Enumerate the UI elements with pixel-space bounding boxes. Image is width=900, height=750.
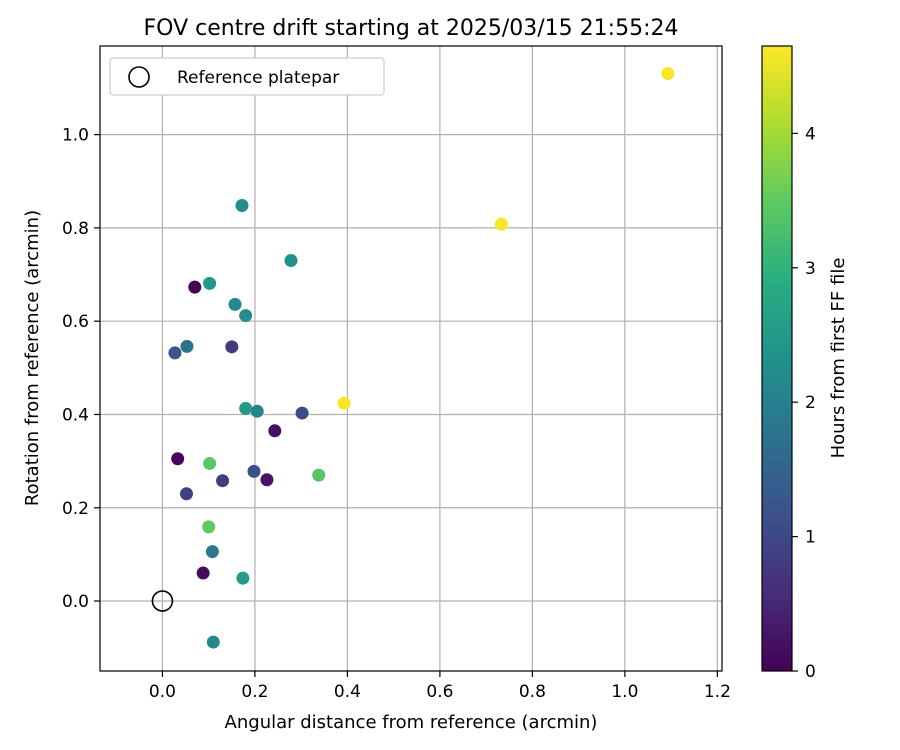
x-gridlines [161, 46, 718, 671]
colorbar-tick-label: 2 [805, 393, 816, 413]
data-point [196, 566, 210, 580]
data-point [202, 520, 216, 534]
plot-frame [99, 45, 723, 672]
colorbar-label: Hours from first FF file [828, 258, 849, 459]
legend: Reference platepar [109, 57, 385, 96]
colorbar-tick-label: 4 [805, 124, 816, 144]
data-point [205, 545, 219, 559]
x-tick-label: 1.2 [704, 682, 731, 702]
x-tick-label: 1.0 [611, 682, 638, 702]
data-point [180, 339, 194, 353]
y-tick-label: 0.0 [62, 592, 89, 612]
data-point [239, 309, 253, 323]
colorbar: 0 1 2 3 4 Hours from first FF file [761, 45, 849, 682]
colorbar-ticks: 0 1 2 3 4 [792, 124, 816, 682]
colorbar-tick-label: 3 [805, 259, 816, 279]
data-point [337, 396, 351, 410]
data-point [206, 635, 220, 649]
data-point [260, 473, 274, 487]
data-point [225, 340, 239, 354]
y-axis-ticks: 0.0 0.2 0.4 0.6 0.8 1.0 [62, 126, 100, 612]
data-point [203, 276, 217, 290]
data-point [179, 487, 193, 501]
data-point [312, 468, 326, 482]
x-axis-ticks: 0.0 0.2 0.4 0.6 0.8 1.0 1.2 [149, 671, 731, 702]
x-tick-label: 0.0 [149, 682, 176, 702]
data-point [171, 452, 185, 466]
data-point [284, 254, 298, 268]
x-axis-label: Angular distance from reference (arcmin) [225, 712, 598, 733]
legend-marker-icon [128, 66, 150, 88]
data-point [239, 401, 253, 415]
data-point [216, 474, 230, 488]
y-tick-label: 0.8 [62, 219, 89, 239]
data-point [188, 280, 202, 294]
data-point [235, 199, 249, 213]
legend-box [109, 57, 385, 96]
data-point [494, 217, 508, 231]
data-point [168, 346, 182, 360]
y-tick-label: 1.0 [62, 126, 89, 146]
colorbar-gradient [761, 45, 793, 672]
x-tick-label: 0.4 [334, 682, 361, 702]
y-gridlines [100, 134, 722, 602]
y-tick-label: 0.2 [62, 499, 89, 519]
x-tick-label: 0.8 [519, 682, 546, 702]
x-tick-label: 0.6 [426, 682, 453, 702]
chart-title: FOV centre drift starting at 2025/03/15 … [144, 16, 679, 41]
plot-area [99, 45, 723, 672]
colorbar-tick-label: 0 [805, 662, 816, 682]
y-tick-label: 0.6 [62, 312, 89, 332]
data-point [228, 297, 242, 311]
x-tick-label: 0.2 [241, 682, 268, 702]
data-point [295, 406, 309, 420]
y-axis-label: Rotation from reference (arcmin) [22, 210, 43, 506]
data-point [250, 404, 264, 418]
data-point [268, 424, 282, 438]
reference-point-marker [151, 590, 174, 612]
data-point [203, 456, 217, 470]
colorbar-tick-label: 1 [805, 528, 816, 548]
data-point [236, 571, 250, 585]
legend-label: Reference platepar [177, 68, 339, 88]
data-points [168, 67, 675, 649]
y-tick-label: 0.4 [62, 405, 89, 425]
data-point [661, 67, 675, 81]
data-point [247, 464, 261, 478]
